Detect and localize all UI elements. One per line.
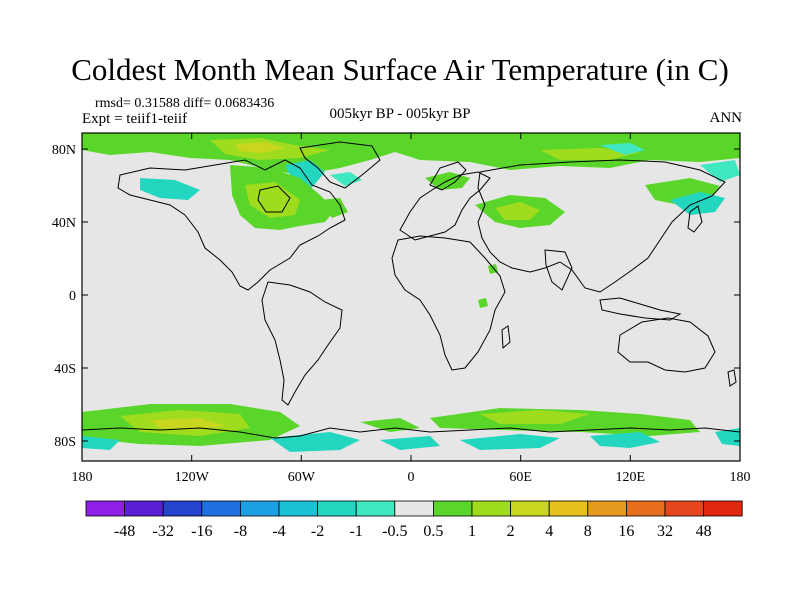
- lon-label-60w: 60W: [288, 470, 316, 485]
- coastlines: [82, 141, 740, 439]
- arabia-green-patch: [488, 264, 498, 274]
- arctic-cyan-east-patch: [600, 143, 645, 155]
- north-america-cyan-patch: [140, 178, 200, 200]
- india-coast: [544, 249, 573, 291]
- lon-label-0: 0: [408, 470, 415, 485]
- arctic-yellow-patch: [235, 142, 285, 153]
- lon-label-180w: 180: [72, 470, 93, 485]
- lon-labels: 180 120W 60W 0 60E 120E 180: [72, 470, 751, 485]
- experiment-label: Expt = teiif1-teiif: [82, 111, 188, 127]
- colorbar-label: 2: [507, 523, 515, 540]
- southern-ocean-cyan-patch: [82, 436, 120, 450]
- stats-line: rmsd= 0.31588 diff= 0.0683436: [95, 96, 275, 111]
- antarctica-cyan-edge-patch: [715, 428, 740, 446]
- colorbar-label: -2: [311, 523, 324, 540]
- australia-coast: [617, 317, 716, 373]
- lat-label-80n: 80N: [52, 143, 76, 158]
- season-label: ANN: [709, 110, 743, 126]
- lon-tick-marks: [81, 133, 741, 461]
- east-asia-cyan-patch: [670, 192, 725, 215]
- period-label: 005kyr BP - 005kyr BP: [329, 106, 471, 122]
- lat-label-40n: 40N: [52, 216, 76, 231]
- colorbar-box: [394, 500, 434, 517]
- labrador-green-patch: [320, 198, 348, 218]
- map-title: Coldest Month Mean Surface Air Temperatu…: [71, 52, 729, 87]
- colorbar-box: [317, 500, 357, 517]
- antarctica-coast: [82, 427, 740, 439]
- colorbar-label: 32: [657, 523, 673, 540]
- indonesia-coast: [599, 297, 682, 321]
- lon-label-180e: 180: [730, 470, 751, 485]
- north-america-yellowgreen-patch: [245, 182, 300, 218]
- colorbar-box: [587, 500, 627, 517]
- southern-ocean-yellow-patch: [150, 418, 225, 430]
- greenland-coast: [299, 141, 381, 189]
- colorbar-box: [278, 500, 318, 517]
- colorbar-label: -1: [350, 523, 363, 540]
- colorbar-label: -8: [234, 523, 247, 540]
- antarctica-cyan-east-patch: [460, 434, 560, 450]
- colorbar-box: [664, 500, 704, 517]
- colorbar-box: [85, 500, 125, 517]
- colorbar-labels: -48 -32 -16 -8 -4 -2 -1 -0.5 0.5 1 2 4 8 16 32 48: [114, 523, 712, 540]
- colorbar-box: [471, 500, 511, 517]
- lat-labels: 80N 40N 0 40S 80S: [52, 143, 76, 450]
- colorbar-box: [548, 500, 589, 517]
- lat-label-0: 0: [69, 289, 76, 304]
- lon-label-120e: 120E: [616, 470, 646, 485]
- colorbar-box: [355, 500, 396, 517]
- asia-coast: [477, 159, 726, 293]
- colorbar-label: 48: [696, 523, 712, 540]
- colorbar-box: [432, 500, 473, 517]
- europe-coast: [399, 171, 491, 241]
- southern-ocean-east-yellowgreen-patch: [480, 410, 590, 424]
- lat-label-40s: 40S: [54, 362, 76, 377]
- antarctica-cyan-far-east-patch: [590, 432, 660, 448]
- south-america-coast: [261, 281, 343, 406]
- colorbar-box: [239, 500, 280, 517]
- colorbar-label: -16: [191, 523, 212, 540]
- lon-label-60e: 60E: [509, 470, 532, 485]
- colorbar-box: [626, 500, 666, 517]
- antarctica-cyan-central-patch: [380, 436, 440, 450]
- colorbar-label: -32: [153, 523, 174, 540]
- colorbar: [85, 500, 743, 517]
- colorbar-label: 1: [468, 523, 476, 540]
- colorbar-box: [510, 500, 550, 517]
- colorbar-label: 0.5: [423, 523, 443, 540]
- africa-green-patch: [478, 298, 488, 308]
- north-america-coast: [117, 159, 346, 291]
- colorbar-box: [124, 500, 164, 517]
- central-asia-yellowgreen-patch: [495, 202, 540, 220]
- lon-label-120w: 120W: [175, 470, 210, 485]
- africa-coast: [391, 235, 506, 371]
- pacific-cyan-patch: [700, 160, 740, 182]
- colorbar-box: [162, 500, 203, 517]
- scandinavia-coast: [429, 161, 467, 191]
- japan-coast: [687, 205, 703, 233]
- colorbar-label: 8: [584, 523, 592, 540]
- colorbar-label: 4: [545, 523, 553, 540]
- lat-tick-marks: [82, 148, 740, 442]
- colorbar-label: -48: [114, 523, 135, 540]
- colorbar-box: [201, 500, 241, 517]
- hudson-bay-coast: [257, 185, 291, 213]
- madagascar-coast: [501, 325, 511, 350]
- lat-label-80s: 80S: [54, 435, 76, 450]
- colorbar-box: [703, 500, 743, 517]
- new-zealand-coast: [727, 369, 737, 387]
- colorbar-label: 16: [618, 523, 634, 540]
- antarctica-green-patch: [360, 418, 420, 432]
- colorbar-label: -4: [272, 523, 285, 540]
- greenland-cyan-patch: [330, 172, 362, 186]
- colorbar-label: -0.5: [382, 523, 407, 540]
